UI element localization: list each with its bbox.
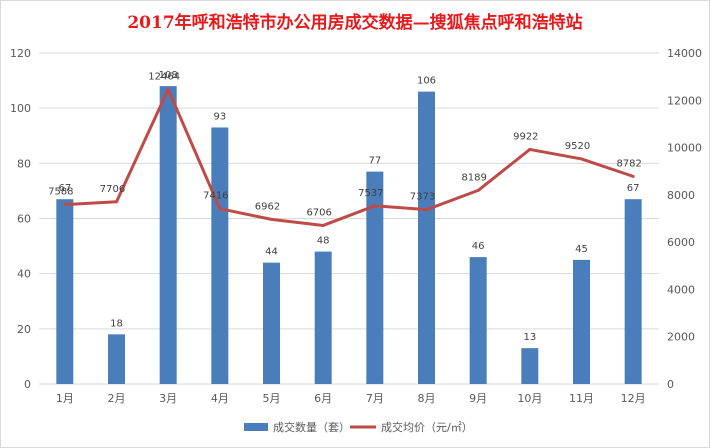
- line-data-label: 7706: [100, 184, 125, 195]
- x-tick-label: 7月: [366, 392, 384, 405]
- line-data-label: 7588: [48, 187, 73, 198]
- x-tick-label: 5月: [263, 392, 281, 405]
- y-left-tick-label: 60: [17, 213, 31, 226]
- legend-bar-swatch: [244, 423, 268, 431]
- line-point: [580, 157, 583, 161]
- bar-data-label: 13: [523, 332, 536, 343]
- y-left-tick-label: 20: [17, 323, 31, 336]
- bar: [366, 171, 384, 384]
- line-point: [476, 188, 480, 192]
- y-left-tick-label: 120: [10, 47, 31, 60]
- y-left-tick-label: 80: [17, 157, 31, 170]
- line-data-label: 12464: [148, 71, 180, 82]
- legend: 成交数量（套） 成交均价（元/㎡）: [244, 420, 473, 434]
- line-point: [166, 87, 170, 91]
- legend-bar-label: 成交数量（套）: [273, 420, 350, 434]
- x-tick-label: 6月: [314, 392, 332, 405]
- x-tick-label: 10月: [517, 392, 542, 405]
- bar-data-label: 18: [110, 318, 123, 329]
- gridlines: [39, 52, 659, 385]
- x-tick-label: 11月: [569, 392, 594, 405]
- y-right-tick-label: 2000: [667, 331, 695, 344]
- line-point: [425, 208, 428, 212]
- x-tick-label: 12月: [621, 392, 646, 405]
- y-right-tick-label: 10000: [667, 142, 702, 155]
- bar-data-label: 106: [417, 76, 436, 87]
- bar-data-label: 67: [627, 183, 640, 194]
- x-tick-label: 1月: [56, 392, 74, 405]
- x-tick-label: 9月: [469, 392, 487, 405]
- line-data-label: 6706: [306, 207, 331, 218]
- bar-data-label: 45: [575, 244, 588, 255]
- x-tick-label: 2月: [108, 392, 126, 405]
- line-data-label: 9922: [513, 131, 538, 142]
- legend-line-label: 成交均价（元/㎡）: [381, 420, 473, 434]
- y-right-tick-label: 8000: [667, 189, 695, 202]
- line-data-label: 8782: [616, 158, 641, 169]
- line-data-label: 8189: [461, 172, 486, 183]
- chart-title: 2017年呼和浩特市办公用房成交数据—搜狐焦点呼和浩特站: [127, 12, 582, 33]
- y-left-tick-label: 40: [17, 268, 31, 281]
- line-point: [528, 147, 532, 151]
- x-tick-label: 4月: [211, 392, 229, 405]
- bar: [418, 91, 435, 384]
- price-line: [64, 87, 634, 227]
- bar: [159, 86, 177, 384]
- y-right-tick-label: 14000: [667, 47, 702, 60]
- bar: [108, 334, 125, 384]
- y-right-tick-label: 6000: [667, 236, 695, 249]
- line-data-label: 7537: [358, 188, 383, 199]
- line-series: [63, 87, 635, 227]
- bar-data-label: 67: [58, 183, 71, 194]
- bar: [521, 348, 539, 384]
- x-tick-label: 8月: [418, 392, 436, 405]
- bar: [211, 127, 229, 384]
- line-point: [631, 174, 635, 178]
- line-point: [218, 207, 222, 211]
- line-data-label: 7373: [410, 192, 435, 203]
- bar: [314, 251, 332, 384]
- y-right-tick-label: 0: [667, 378, 674, 391]
- y-right-tick-label: 12000: [667, 94, 702, 107]
- line-point: [270, 217, 273, 221]
- y-right-tick-label: 4000: [667, 283, 695, 296]
- line-point: [63, 203, 67, 207]
- bar: [573, 259, 590, 384]
- line-data-label: 6962: [255, 201, 280, 212]
- bar: [56, 199, 74, 384]
- bar: [624, 199, 642, 384]
- bar-data-label: 108: [159, 70, 178, 81]
- bar-data-label: 48: [317, 236, 330, 247]
- bar-series: [56, 86, 642, 384]
- x-tick-label: 3月: [159, 392, 177, 405]
- bar: [469, 257, 487, 384]
- bar-data-label: 44: [265, 247, 278, 258]
- line-data-label: 9520: [565, 141, 590, 152]
- line-data-label: 7416: [203, 191, 228, 202]
- bar-data-label: 46: [472, 241, 485, 252]
- bar-data-label: 93: [213, 111, 226, 122]
- bar-data-label: 77: [368, 156, 381, 167]
- bar: [263, 262, 280, 384]
- y-left-tick-label: 0: [24, 378, 31, 391]
- line-point: [373, 204, 377, 208]
- line-point: [321, 223, 325, 227]
- y-left-tick-label: 100: [10, 102, 31, 115]
- axes: 0 20 40 60 80 100 120 0 2000 4000 6000 8000 10000 120…: [10, 47, 702, 405]
- line-point: [115, 200, 118, 204]
